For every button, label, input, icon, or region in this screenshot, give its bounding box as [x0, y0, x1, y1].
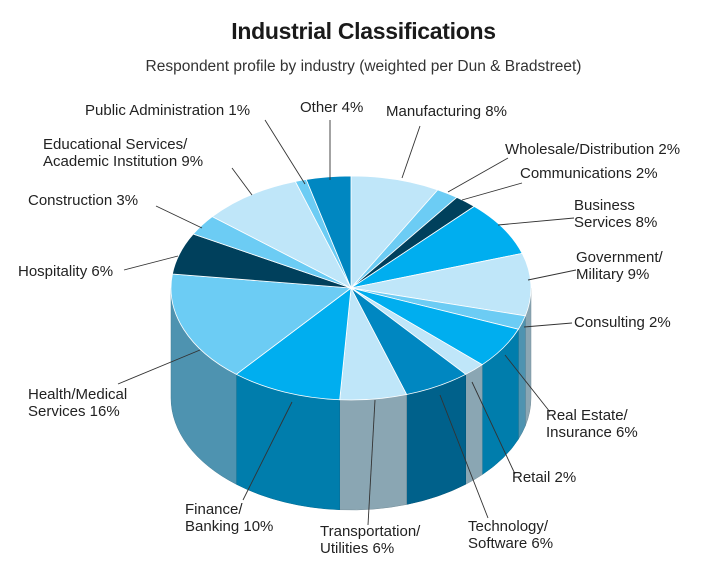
label-technology-software: Technology/Software 6%	[468, 518, 553, 552]
label-line: Services 8%	[574, 214, 657, 231]
slice-other	[305, 175, 352, 289]
label-line: Services 16%	[28, 403, 120, 420]
label-line: Real Estate/	[546, 407, 629, 424]
label-line: Academic Institution 9%	[43, 153, 203, 170]
leader-technology-software	[439, 394, 489, 519]
pie-top-face	[170, 175, 532, 401]
slice-health-medical-services	[170, 273, 353, 375]
leader-hospitality	[123, 255, 179, 271]
label-business-services: Business Services 8%	[574, 197, 657, 231]
label-line: Government/	[576, 249, 664, 266]
slice-government-military	[350, 252, 532, 317]
chart-subtitle: Respondent profile by industry (weighted…	[145, 58, 582, 75]
label-manufacturing: Manufacturing 8%	[386, 103, 507, 120]
label-communications: Communications 2%	[520, 165, 658, 182]
label-line: Banking 10%	[185, 518, 273, 535]
label-public-administration: Public Administration 1%	[85, 102, 250, 119]
label-line: Construction 3%	[28, 192, 138, 209]
label-health-medical-services: Health/Medical Services 16%	[28, 386, 127, 420]
label-hospitality: Hospitality 6%	[18, 263, 113, 280]
label-line: Wholesale/Distribution 2%	[505, 141, 680, 158]
leader-communications	[461, 182, 523, 201]
leader-wholesale-distribution	[447, 157, 509, 193]
side-consulting	[518, 315, 526, 441]
label-line: Technology/	[468, 518, 549, 535]
label-construction: Construction 3%	[28, 192, 138, 209]
slice-business-services	[350, 205, 523, 289]
slice-educational-services-academic-institution	[211, 181, 352, 289]
leader-real-estate-insurance	[504, 354, 551, 413]
label-line: Military 9%	[576, 266, 649, 283]
label-line: Software 6%	[468, 535, 553, 552]
label-educational-services-academic-institution: Educational Services/Academic Institutio…	[43, 136, 203, 170]
leader-retail	[471, 381, 516, 475]
leader-educational-services-academic-institution	[231, 167, 253, 196]
label-line: Other 4%	[300, 99, 363, 116]
label-line: Educational Services/	[43, 136, 188, 153]
label-line: Insurance 6%	[546, 424, 638, 441]
label-retail: Retail 2%	[512, 469, 576, 486]
leader-business-services	[497, 217, 575, 226]
label-line: Public Administration 1%	[85, 102, 250, 119]
leader-lines	[117, 119, 577, 526]
leader-transportation-utilities	[367, 399, 376, 526]
slice-finance-banking	[235, 287, 352, 401]
chart-title: Industrial Classifications	[231, 18, 496, 44]
leader-government-military	[527, 269, 577, 281]
leader-consulting	[523, 322, 573, 328]
side-transportation-utilities	[339, 394, 407, 511]
label-line: Consulting 2%	[574, 314, 671, 331]
slice-manufacturing	[350, 175, 439, 290]
label-transportation-utilities: Transportation/Utilities 6%	[320, 523, 421, 557]
label-line: Retail 2%	[512, 469, 576, 486]
leader-health-medical-services	[117, 349, 201, 385]
label-wholesale-distribution: Wholesale/Distribution 2%	[505, 141, 680, 158]
label-line: Finance/	[185, 501, 243, 518]
label-line: Hospitality 6%	[18, 263, 113, 280]
leader-public-administration	[264, 119, 306, 185]
label-real-estate-insurance: Real Estate/Insurance 6%	[546, 407, 638, 441]
slice-labels: Manufacturing 8% Wholesale/Distribution 2…	[18, 99, 680, 557]
leader-construction	[155, 205, 203, 229]
label-line: Health/Medical	[28, 386, 127, 403]
leader-manufacturing	[401, 125, 421, 179]
label-line: Communications 2%	[520, 165, 658, 182]
label-government-military: Government/Military 9%	[576, 249, 664, 283]
label-other: Other 4%	[300, 99, 363, 116]
label-line: Manufacturing 8%	[386, 103, 507, 120]
label-consulting: Consulting 2%	[574, 314, 671, 331]
label-line: Utilities 6%	[320, 540, 394, 557]
leader-finance-banking	[242, 401, 293, 501]
label-line: Transportation/	[320, 523, 421, 540]
label-line: Business	[574, 197, 635, 214]
label-finance-banking: Finance/Banking 10%	[185, 501, 273, 535]
